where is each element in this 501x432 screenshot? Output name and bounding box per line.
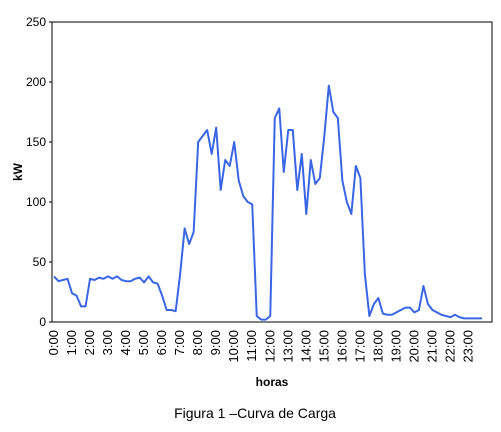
- x-tick-label: 18:00: [370, 330, 385, 363]
- x-tick-label: 1:00: [64, 330, 79, 355]
- x-tick-label: 15:00: [316, 330, 331, 363]
- x-tick-label: 22:00: [442, 330, 457, 363]
- x-tick-label: 11:00: [244, 330, 259, 362]
- y-tick-label: 100: [26, 195, 46, 209]
- x-tick-label: 3:00: [100, 330, 115, 355]
- y-tick-label: 0: [39, 315, 46, 329]
- x-tick-label: 13:00: [280, 330, 295, 363]
- x-tick-label: 8:00: [190, 330, 205, 355]
- y-tick-label: 150: [26, 135, 46, 149]
- x-tick-label: 17:00: [352, 330, 367, 363]
- x-tick-label: 4:00: [118, 330, 133, 355]
- data-line: [53, 84, 482, 321]
- x-tick-label: 14:00: [298, 330, 313, 363]
- x-tick-label: 10:00: [226, 330, 241, 363]
- x-tick-label: 19:00: [388, 330, 403, 363]
- x-tick-label: 20:00: [406, 330, 421, 363]
- caption: Figura 1 –Curva de Carga: [174, 405, 336, 421]
- x-axis-label: horas: [256, 375, 289, 389]
- y-tick-label: 200: [26, 75, 46, 89]
- x-tick-label: 9:00: [208, 330, 223, 355]
- y-axis-label: kW: [11, 162, 25, 181]
- x-tick-label: 0:00: [46, 330, 61, 355]
- y-tick-label: 50: [33, 255, 47, 269]
- plot-frame: [51, 21, 493, 323]
- x-tick-label: 5:00: [136, 330, 151, 355]
- x-tick-label: 21:00: [424, 330, 439, 363]
- x-tick-label: 23:00: [460, 330, 475, 363]
- x-tick-label: 12:00: [262, 330, 277, 363]
- x-tick-label: 2:00: [82, 330, 97, 355]
- x-tick-label: 6:00: [154, 330, 169, 355]
- x-tick-label: 16:00: [334, 330, 349, 363]
- y-tick-label: 250: [26, 15, 46, 29]
- x-tick-label: 7:00: [172, 330, 187, 355]
